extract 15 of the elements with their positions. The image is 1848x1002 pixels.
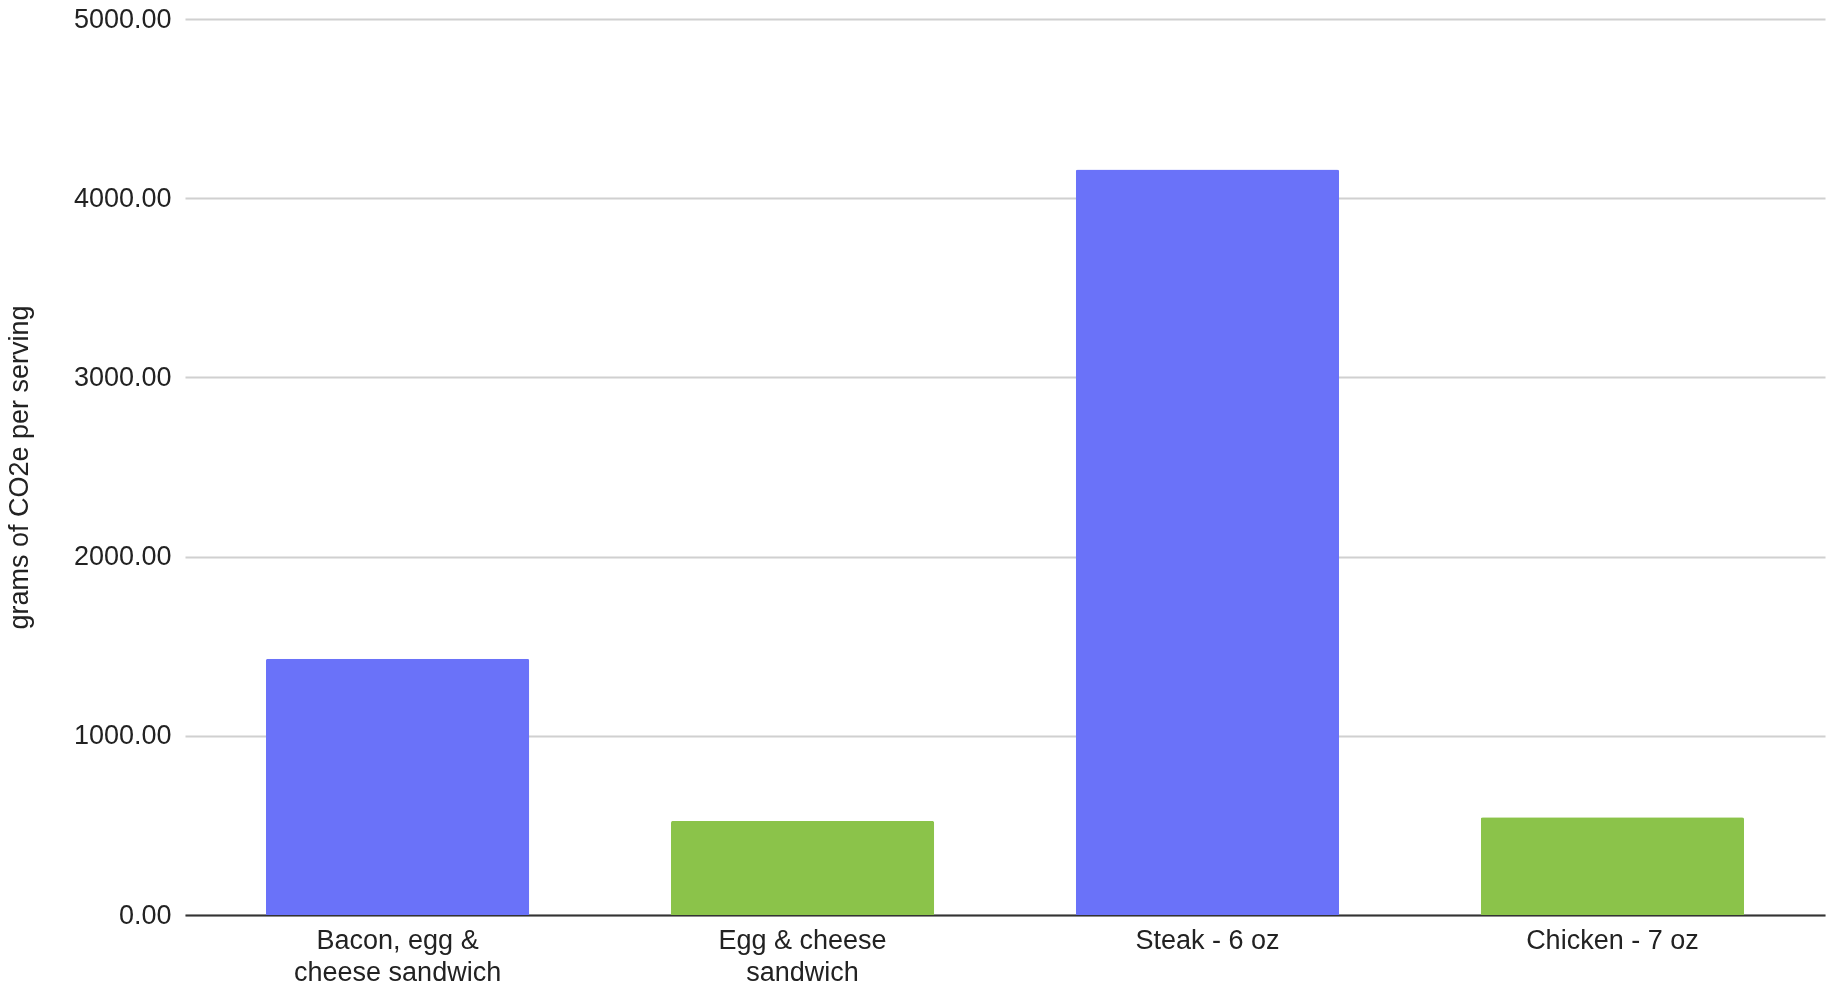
y-tick-label: 1000.00 bbox=[73, 720, 172, 751]
x-tick-label: Steak - 6 oz bbox=[1135, 924, 1280, 955]
y-tick-label: 0.00 bbox=[118, 899, 172, 930]
bar bbox=[1075, 169, 1340, 915]
bar bbox=[265, 658, 530, 915]
y-tick-label: 3000.00 bbox=[73, 361, 172, 392]
y-tick-label: 2000.00 bbox=[73, 541, 172, 572]
y-tick-label: 5000.00 bbox=[73, 3, 172, 34]
y-tick-label: 4000.00 bbox=[73, 182, 172, 213]
y-axis-title: grams of CO2e per serving bbox=[3, 305, 34, 630]
bar bbox=[670, 820, 935, 915]
bar bbox=[1480, 817, 1745, 915]
x-tick-label: Egg & cheese sandwich bbox=[718, 924, 887, 987]
x-tick-label: Chicken - 7 oz bbox=[1526, 924, 1699, 955]
x-tick-label: Bacon, egg & cheese sandwich bbox=[294, 924, 502, 987]
